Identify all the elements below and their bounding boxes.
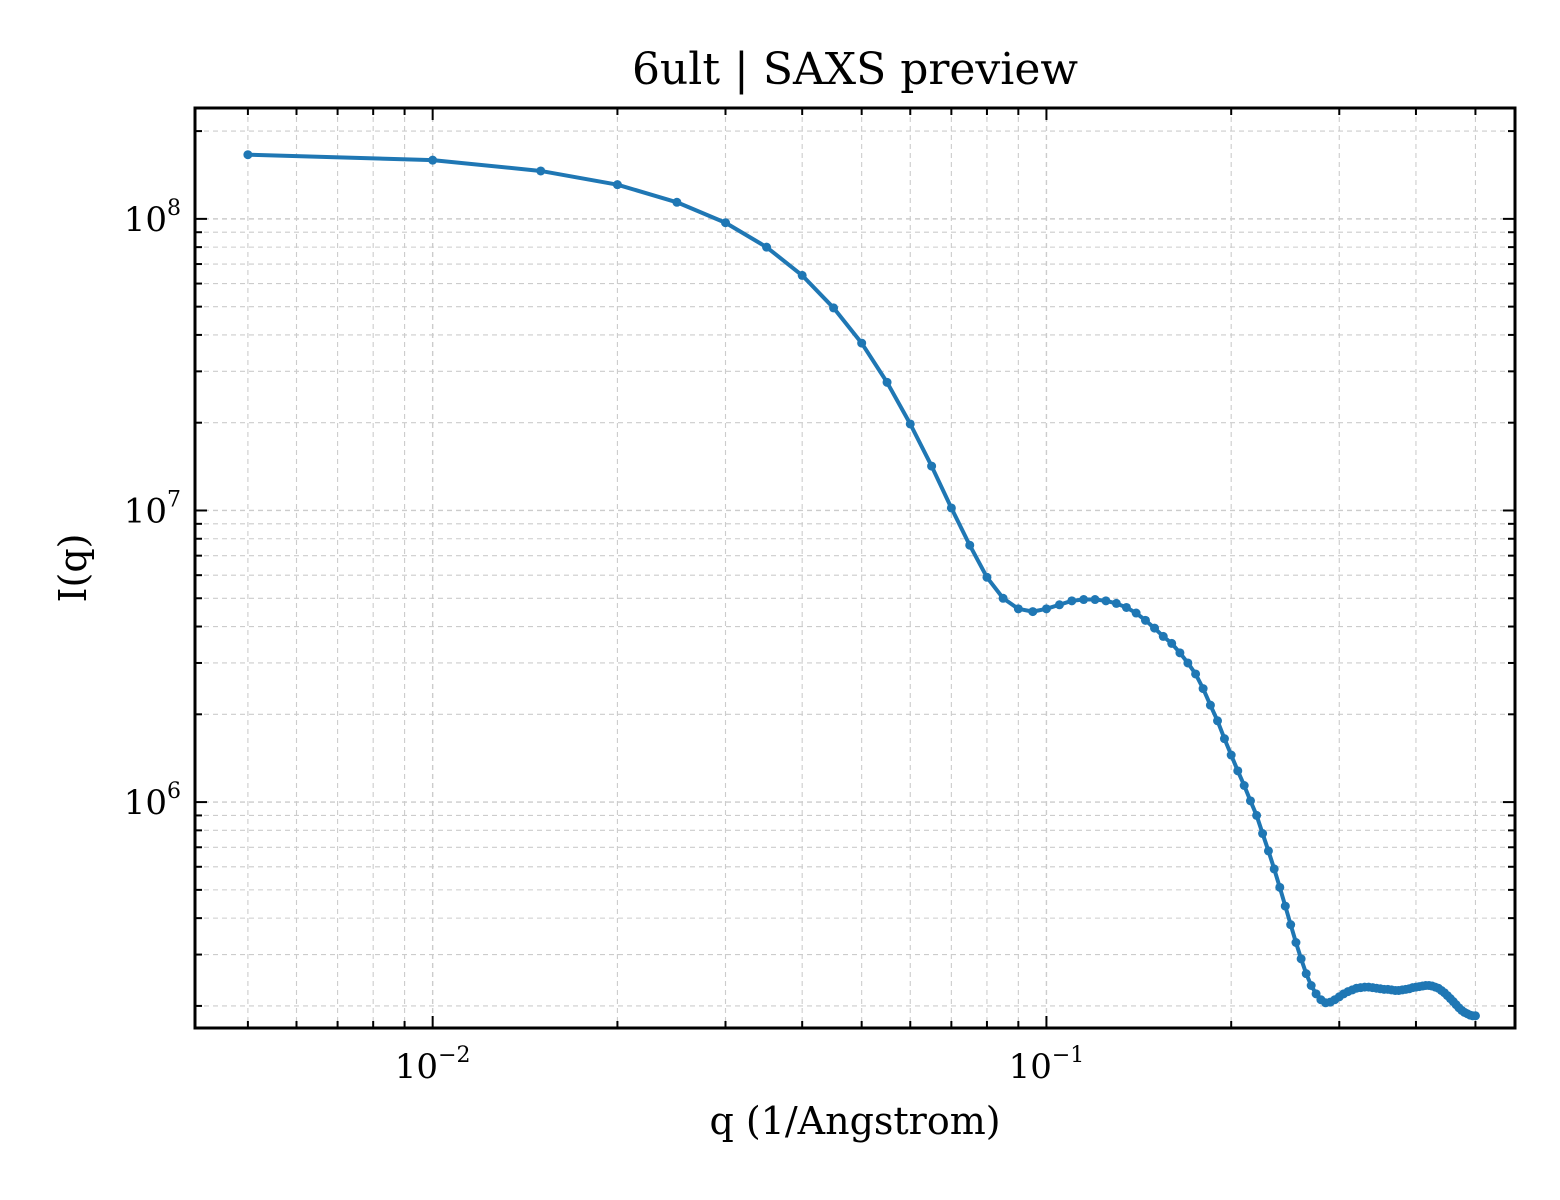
data-point xyxy=(1239,780,1249,790)
data-point xyxy=(965,540,975,550)
data-point xyxy=(428,155,438,165)
data-point xyxy=(1258,829,1268,839)
data-point xyxy=(1079,595,1089,605)
data-point xyxy=(1269,864,1279,874)
y-tick-label: 107 xyxy=(124,487,181,531)
data-point xyxy=(829,303,839,313)
data-point xyxy=(1158,631,1168,641)
data-point xyxy=(1131,608,1141,618)
data-point xyxy=(882,377,892,387)
data-point xyxy=(1198,684,1208,694)
data-point xyxy=(1013,604,1023,614)
data-point xyxy=(1219,734,1229,744)
data-point xyxy=(797,270,807,280)
data-point xyxy=(1101,596,1111,606)
data-point xyxy=(1301,969,1311,979)
data-point xyxy=(1140,615,1150,625)
data-point xyxy=(243,150,253,160)
data-point xyxy=(1175,648,1185,658)
data-point xyxy=(1275,882,1285,892)
data-point xyxy=(1306,980,1316,990)
x-tick-label: 10−2 xyxy=(395,1043,471,1087)
data-point xyxy=(1233,766,1243,776)
data-point xyxy=(1286,920,1296,930)
data-point xyxy=(998,593,1008,603)
data-point xyxy=(1054,600,1064,610)
data-point xyxy=(1252,810,1262,820)
data-point xyxy=(927,461,937,471)
data-point xyxy=(1470,1011,1480,1021)
y-axis-label: I(q) xyxy=(51,534,95,603)
data-point xyxy=(612,180,622,190)
y-tick-label: 108 xyxy=(124,196,181,240)
x-tick-label: 10−1 xyxy=(1009,1043,1085,1087)
data-point xyxy=(905,419,915,429)
data-point xyxy=(1111,598,1121,608)
data-point xyxy=(1280,901,1290,911)
y-tick-label: 106 xyxy=(124,779,181,823)
x-axis-label: q (1/Angstrom) xyxy=(709,1099,1000,1143)
data-point xyxy=(1090,595,1100,605)
data-point xyxy=(1291,937,1301,947)
data-point xyxy=(1028,607,1038,617)
plot-frame xyxy=(193,106,1517,1030)
data-point xyxy=(1041,604,1051,614)
data-point xyxy=(982,572,992,582)
data-point xyxy=(721,218,731,228)
chart-title: 6ult | SAXS preview xyxy=(632,44,1078,95)
data-point xyxy=(1183,658,1193,668)
data-point xyxy=(1067,596,1077,606)
data-point xyxy=(1226,750,1236,760)
data-point xyxy=(1150,623,1160,633)
data-point xyxy=(1213,716,1223,726)
data-point xyxy=(1245,796,1255,806)
data-point xyxy=(1167,638,1177,648)
data-point xyxy=(536,166,546,176)
data-point xyxy=(1191,669,1201,679)
data-point xyxy=(1263,846,1273,856)
data-point xyxy=(946,503,956,513)
data-point xyxy=(1296,954,1306,964)
data-point xyxy=(1205,700,1215,710)
grid xyxy=(195,108,1515,1028)
data-series xyxy=(243,150,1480,1021)
data-point xyxy=(857,338,867,348)
data-point xyxy=(672,197,682,207)
data-point xyxy=(1121,602,1131,612)
tick-labels: 10−2 10−1 106 107 108 xyxy=(124,196,1085,1087)
data-point xyxy=(762,242,772,252)
